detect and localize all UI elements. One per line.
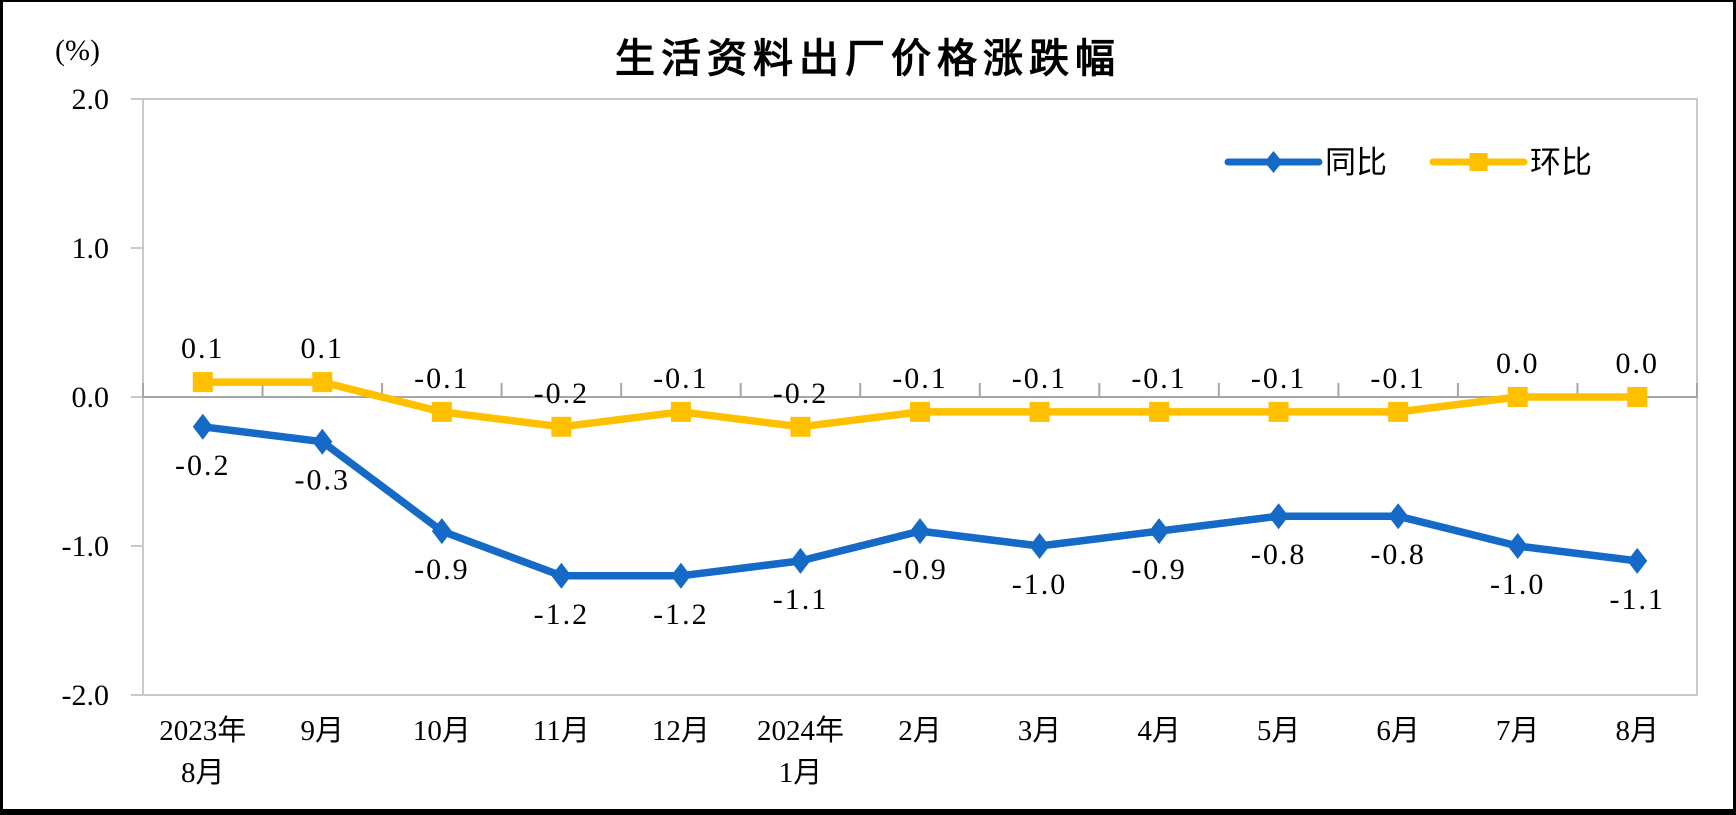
data-point-label: -0.1 <box>653 362 709 395</box>
x-axis-category-label: 2月 <box>898 715 942 747</box>
data-point-marker-diamond <box>1507 533 1528 559</box>
x-axis-category-label: 2024年 1月 <box>757 714 844 789</box>
data-point-marker-diamond <box>551 562 572 589</box>
data-point-marker-diamond <box>1388 503 1409 530</box>
data-point-marker-diamond <box>312 428 333 455</box>
data-point-marker-square <box>1627 387 1648 407</box>
data-point-label: -0.1 <box>414 362 470 395</box>
data-point-label: -0.1 <box>1251 362 1307 395</box>
data-point-label: -1.2 <box>653 598 709 631</box>
x-axis-category-label: 7月 <box>1496 715 1540 747</box>
data-point-label: -0.3 <box>295 464 351 497</box>
y-axis-unit-label: (%) <box>55 34 100 67</box>
line-chart: 2.0 1.0 0.0 -1.0 -2.0 2023年 8月 9月 10月 11月 12月 2024年… <box>62 83 1698 789</box>
data-point-label: -1.1 <box>1609 583 1665 616</box>
data-point-marker-square <box>790 416 811 437</box>
x-axis-category-label: 4月 <box>1137 715 1181 747</box>
data-point-marker-square <box>1388 401 1409 422</box>
data-point-marker-diamond <box>910 518 930 545</box>
data-point-label: -0.9 <box>892 553 948 586</box>
data-point-marker-diamond <box>1149 518 1170 545</box>
y-axis-tick-label: -1.0 <box>62 530 110 563</box>
data-point-marker-square <box>431 401 452 422</box>
y-axis-tick-label: 2.0 <box>72 83 110 116</box>
x-axis-category-label: 9月 <box>301 715 345 747</box>
x-axis-category-label: 12月 <box>652 715 710 747</box>
data-point-marker-square <box>312 372 333 393</box>
data-point-marker-diamond <box>790 547 811 574</box>
data-point-label: 0.0 <box>1496 347 1540 380</box>
y-axis-tick-label: -2.0 <box>62 679 110 712</box>
data-point-label: -0.9 <box>1131 553 1187 586</box>
data-point-label: 0.1 <box>181 332 225 365</box>
data-point-marker-diamond <box>670 562 691 589</box>
data-point-marker-square <box>1268 401 1289 422</box>
data-point-marker-square <box>1149 401 1170 422</box>
x-axis-category-label: 8月 <box>1615 715 1659 747</box>
data-point-label: 0.0 <box>1615 347 1659 380</box>
data-point-label: -0.8 <box>1251 538 1307 571</box>
x-axis-category-label: 6月 <box>1376 715 1420 747</box>
legend-label: 同比 <box>1325 145 1387 180</box>
chart-title: 生活资料出厂价格涨跌幅 <box>615 36 1121 81</box>
x-axis-category-label: 5月 <box>1257 715 1301 747</box>
y-axis-tick-label: 0.0 <box>72 381 110 414</box>
data-point-label: -0.1 <box>1370 362 1426 395</box>
data-point-marker-square <box>910 401 930 422</box>
data-point-label: -0.2 <box>175 449 231 482</box>
y-axis-tick-label: 1.0 <box>72 232 110 265</box>
legend-marker <box>1264 151 1283 173</box>
x-axis-category-label: 11月 <box>533 715 590 747</box>
data-point-label: -1.0 <box>1490 568 1546 601</box>
data-point-marker-diamond <box>1627 547 1648 574</box>
x-axis-category-label: 2023年 8月 <box>159 714 246 789</box>
data-point-label: -0.1 <box>1131 362 1187 395</box>
data-point-label: -0.1 <box>1012 362 1068 395</box>
legend-item-同比: 同比 <box>1224 145 1387 180</box>
data-point-marker-diamond <box>1029 533 1050 559</box>
data-point-marker-diamond <box>1268 503 1289 530</box>
data-point-marker-square <box>670 401 691 422</box>
legend-label: 环比 <box>1530 145 1592 180</box>
data-point-label: -0.1 <box>892 362 948 395</box>
legend-marker <box>1469 153 1488 171</box>
data-point-label: -1.1 <box>773 583 829 616</box>
data-point-marker-square <box>1507 387 1528 407</box>
data-point-label: 0.1 <box>301 332 345 365</box>
data-point-marker-diamond <box>431 518 452 545</box>
x-axis-category-label: 10月 <box>413 715 471 747</box>
x-axis-category-label: 3月 <box>1018 715 1062 747</box>
data-point-label: -1.2 <box>534 598 590 631</box>
data-point-marker-square <box>192 372 213 393</box>
data-point-marker-square <box>1029 401 1050 422</box>
data-point-label: -1.0 <box>1012 568 1068 601</box>
data-point-label: -0.8 <box>1370 538 1426 571</box>
data-point-marker-diamond <box>192 413 213 440</box>
data-point-label: -0.2 <box>534 377 590 410</box>
data-point-marker-square <box>551 416 572 437</box>
data-point-label: -0.2 <box>773 377 829 410</box>
data-point-label: -0.9 <box>414 553 470 586</box>
legend-item-环比: 环比 <box>1429 145 1592 180</box>
